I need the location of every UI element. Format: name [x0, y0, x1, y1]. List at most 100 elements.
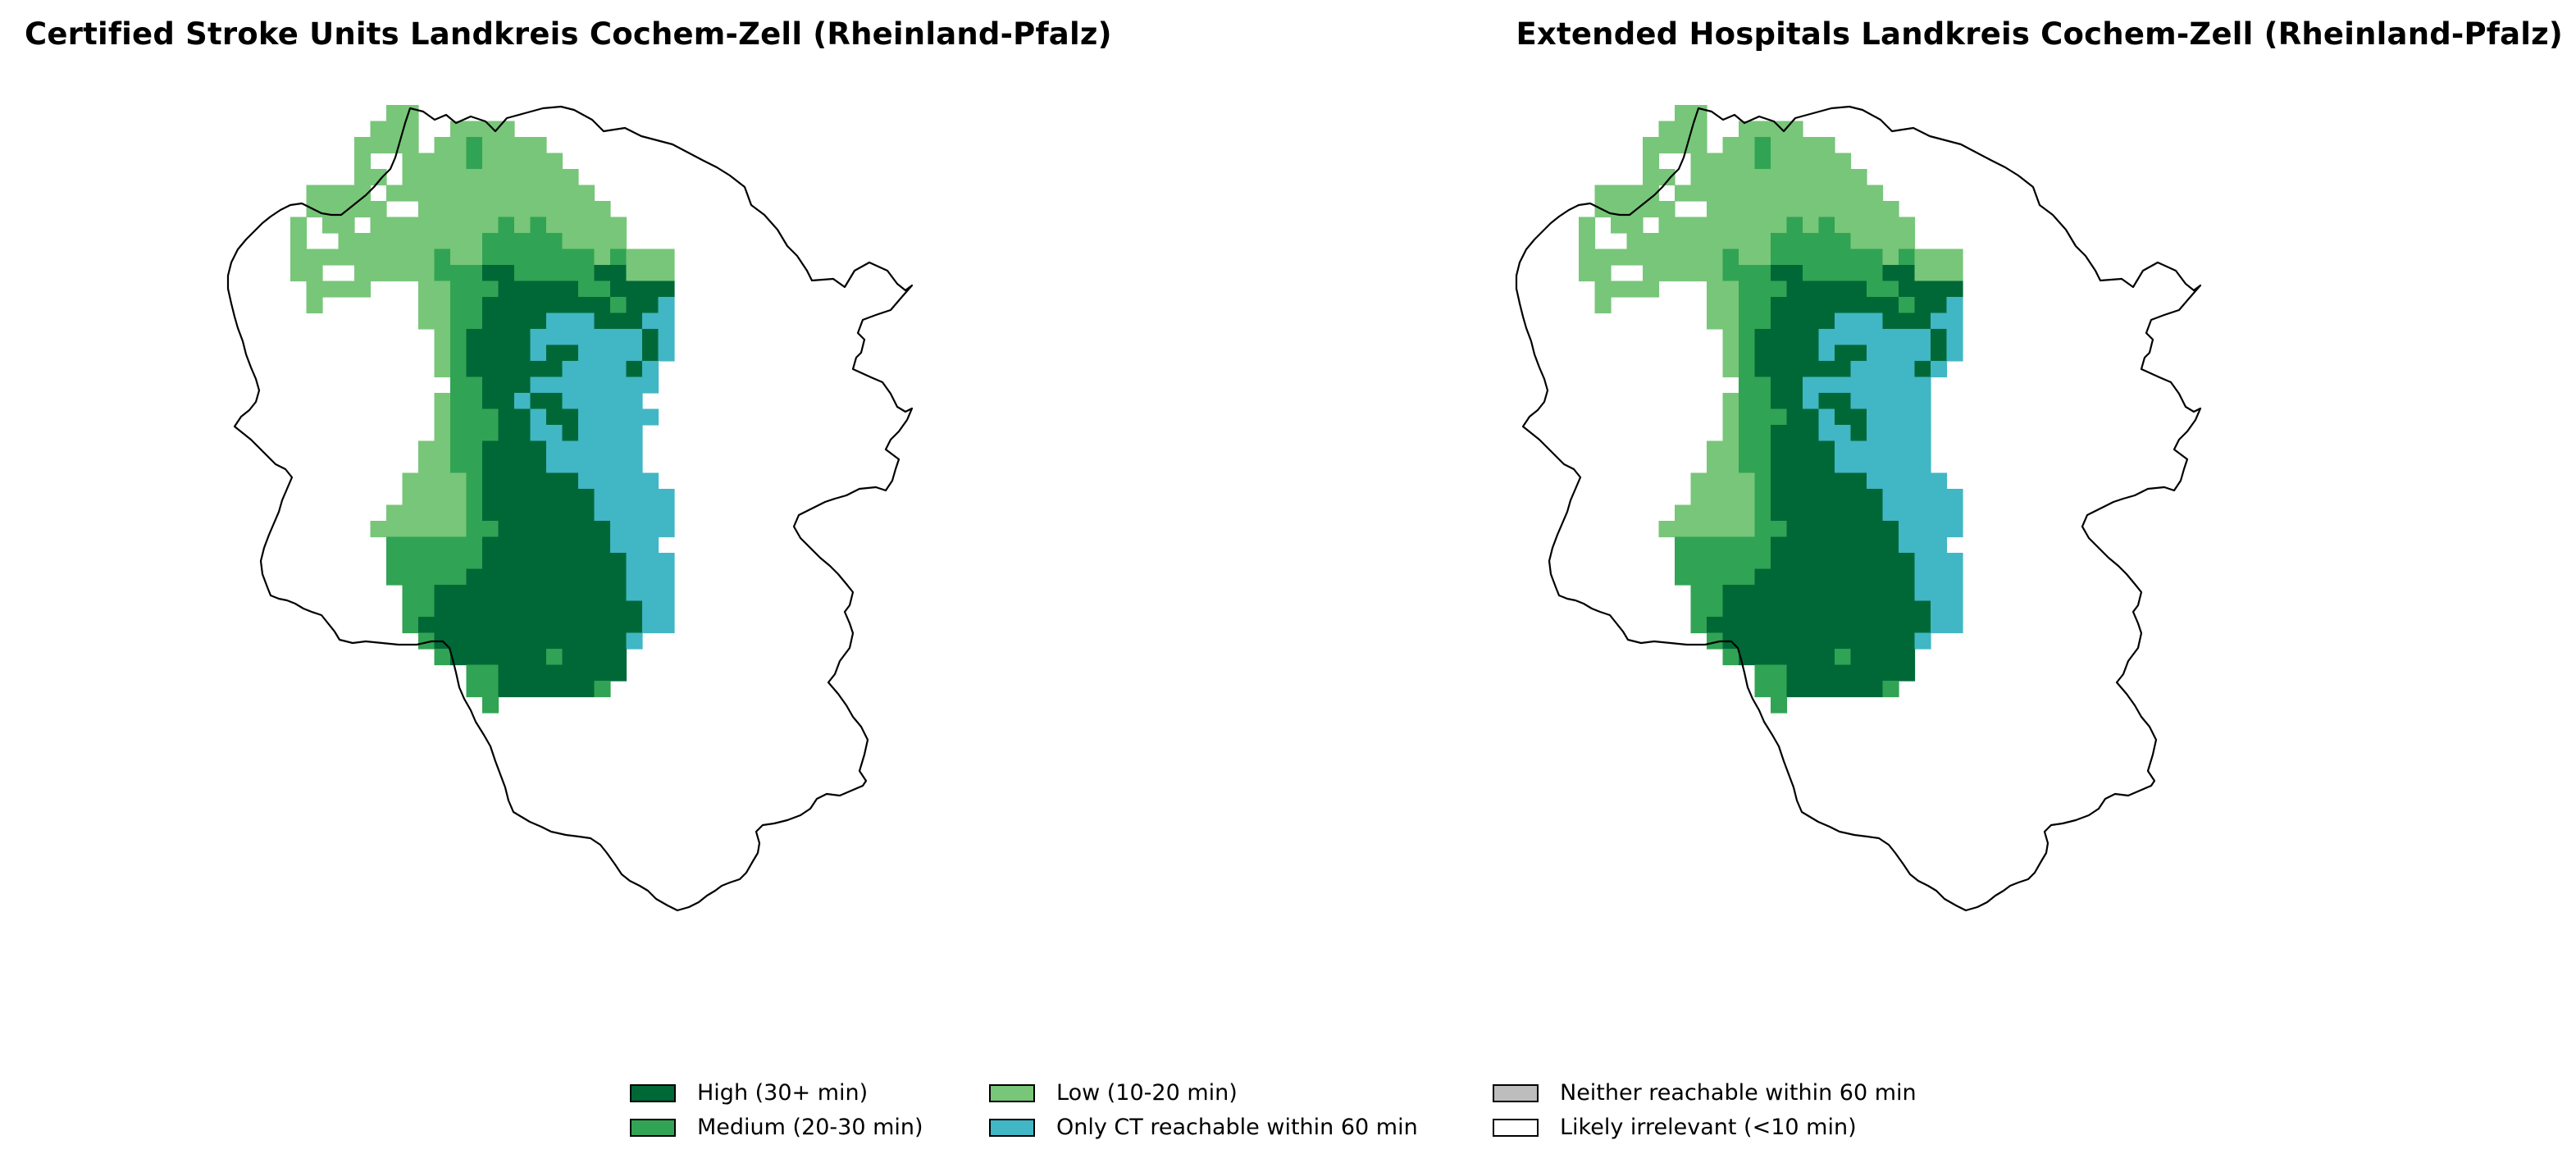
- map-cell: [530, 393, 547, 410]
- legend-swatch: [1493, 1119, 1539, 1137]
- map-cell: [626, 600, 643, 618]
- map-cell: [402, 121, 419, 138]
- map-cell: [498, 280, 515, 298]
- map-cell: [1675, 504, 1692, 522]
- map-cell: [1835, 297, 1852, 314]
- map-cell: [1850, 408, 1867, 426]
- map-cell: [1786, 297, 1803, 314]
- map-cell: [514, 217, 531, 234]
- map-cell: [1946, 489, 1963, 506]
- map-cell: [1835, 568, 1852, 586]
- map-cell: [1771, 376, 1788, 394]
- map-cell: [450, 137, 467, 154]
- map-cell: [1771, 344, 1788, 362]
- map-cell: [354, 265, 372, 282]
- map-cell: [434, 440, 451, 458]
- map-cell: [1754, 169, 1771, 186]
- map-cell: [514, 153, 531, 170]
- map-cell: [482, 121, 499, 138]
- map-cell: [514, 649, 531, 666]
- map-cell: [626, 536, 643, 554]
- map-cell: [1786, 201, 1803, 218]
- map-cell: [402, 536, 419, 554]
- map-cell: [626, 504, 643, 522]
- map-cell: [434, 201, 451, 218]
- map-cell: [466, 217, 483, 234]
- map-cell: [530, 201, 547, 218]
- map-cell: [434, 137, 451, 154]
- map-cell: [1899, 664, 1916, 682]
- map-cell: [530, 185, 547, 202]
- map-cell: [1771, 681, 1788, 698]
- map-cell: [1867, 361, 1884, 378]
- map-cell: [594, 617, 611, 634]
- map-cell: [578, 504, 595, 522]
- map-cell: [594, 649, 611, 666]
- map-cell: [1803, 408, 1820, 426]
- map-cell: [1803, 617, 1820, 634]
- map-cell: [1850, 280, 1867, 298]
- map-cell: [402, 265, 419, 282]
- map-cell: [1707, 217, 1724, 234]
- map-cell: [1594, 280, 1612, 298]
- map-cell: [1946, 521, 1963, 538]
- map-cell: [1946, 280, 1963, 298]
- map-cell: [1835, 233, 1852, 250]
- legend-swatch: [1493, 1084, 1539, 1102]
- map-cell: [1899, 489, 1916, 506]
- map-cell: [1754, 521, 1771, 538]
- map-cell: [1675, 536, 1692, 554]
- map-cell: [1914, 265, 1931, 282]
- map-cell: [322, 280, 340, 298]
- map-cell: [466, 312, 483, 330]
- map-cell: [434, 329, 451, 346]
- map-cell: [1931, 472, 1948, 490]
- map-cell: [1579, 249, 1596, 266]
- map-cell: [610, 568, 627, 586]
- map-cell: [1882, 361, 1899, 378]
- map-cell: [1818, 201, 1835, 218]
- map-cell: [594, 280, 611, 298]
- map-cell: [1722, 425, 1739, 442]
- map-cell: [1850, 169, 1867, 186]
- map-cell: [1690, 504, 1707, 522]
- map-cell: [1850, 617, 1867, 634]
- map-cell: [1771, 617, 1788, 634]
- map-cell: [450, 297, 467, 314]
- map-cell: [546, 568, 563, 586]
- map-cell: [1771, 137, 1788, 154]
- map-cell: [418, 201, 435, 218]
- map-cell: [1754, 681, 1771, 698]
- map-cell: [610, 521, 627, 538]
- map-cell: [498, 185, 515, 202]
- map-cell: [1675, 233, 1692, 250]
- map-cell: [1690, 472, 1707, 490]
- map-cell: [1931, 504, 1948, 522]
- map-cell: [1931, 568, 1948, 586]
- map-cell: [1835, 169, 1852, 186]
- map-cell: [594, 329, 611, 346]
- map-cell: [530, 632, 547, 650]
- map-cell: [1882, 649, 1899, 666]
- map-cell: [658, 553, 675, 570]
- map-cell: [610, 249, 627, 266]
- map-cell: [1882, 472, 1899, 490]
- map-cell: [498, 217, 515, 234]
- map-cell: [434, 553, 451, 570]
- map-cell: [514, 568, 531, 586]
- map-cell: [1899, 329, 1916, 346]
- map-cell: [1690, 568, 1707, 586]
- map-cell: [418, 217, 435, 234]
- map-cell: [482, 425, 499, 442]
- map-cell: [610, 440, 627, 458]
- map-cell: [546, 297, 563, 314]
- map-cell: [1771, 280, 1788, 298]
- map-cell: [482, 600, 499, 618]
- map-cell: [1754, 233, 1771, 250]
- map-cell: [1786, 393, 1803, 410]
- map-cell: [1946, 312, 1963, 330]
- map-cell: [1899, 265, 1916, 282]
- map-cell: [1707, 472, 1724, 490]
- map-cell: [1850, 681, 1867, 698]
- map-cell: [466, 249, 483, 266]
